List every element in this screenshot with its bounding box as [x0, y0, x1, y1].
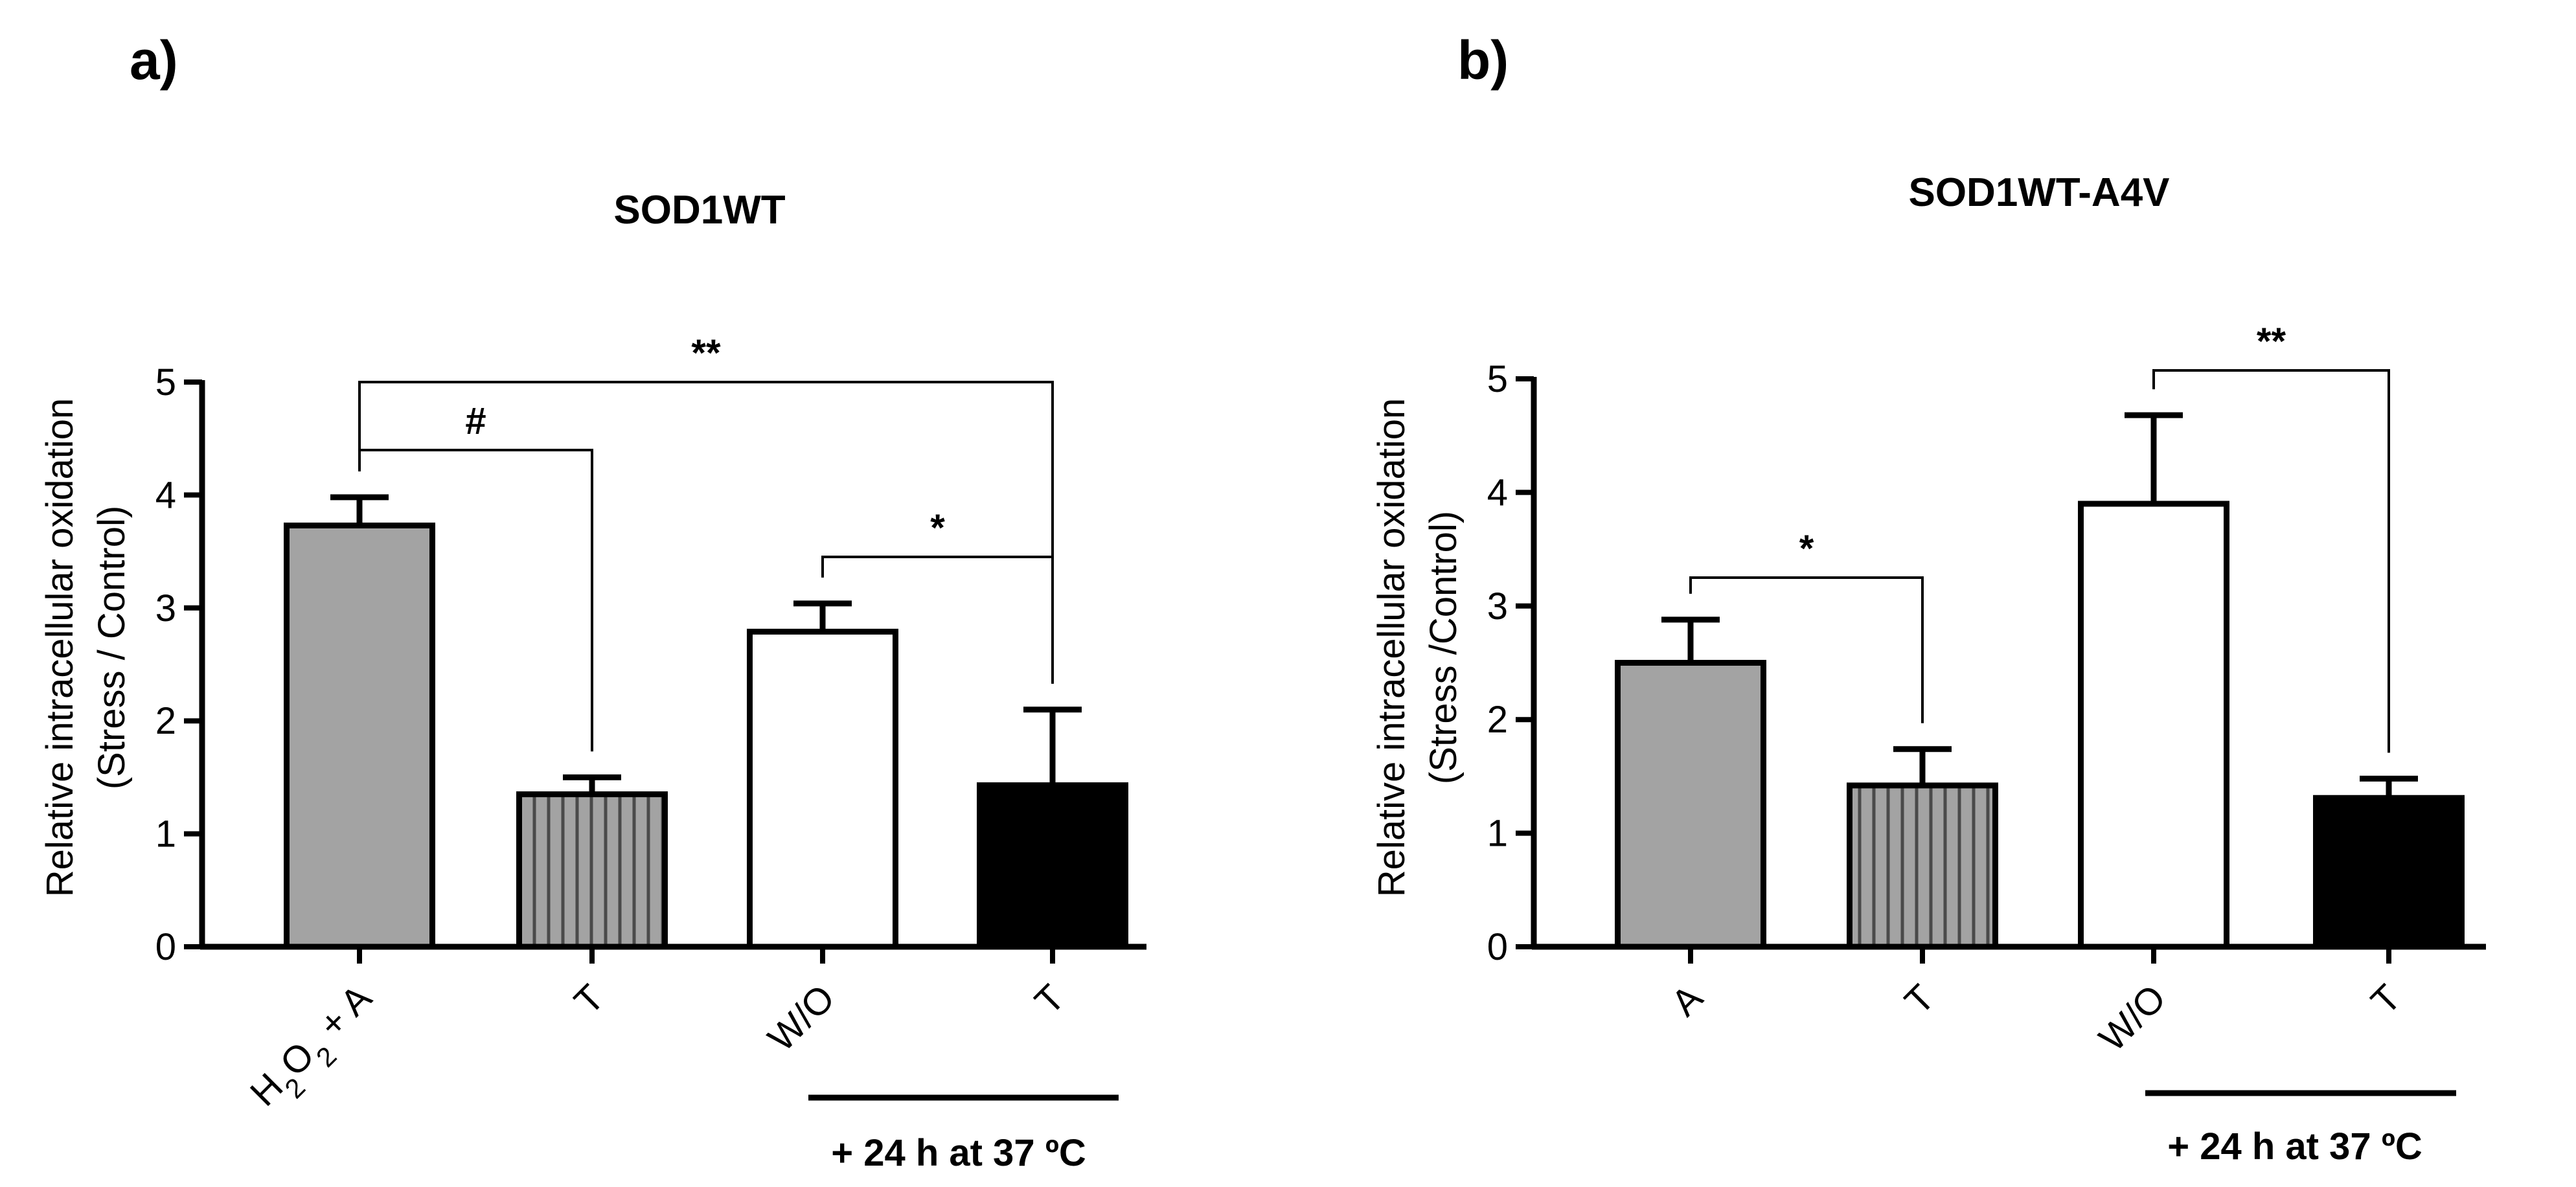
x-tick-label: W/O: [2091, 977, 2174, 1059]
y-tick-label: 5: [1487, 358, 1508, 400]
bar: [284, 522, 435, 950]
panel-b: b) SOD1WT-A4V Relative intracellular oxi…: [1371, 30, 2486, 1168]
x-tick-label-group: A: [1663, 977, 1711, 1024]
panel-a-group-label: + 24 h at 37 ºC: [831, 1132, 1086, 1174]
y-tick-label: 5: [155, 361, 176, 403]
x-tick-label: T: [1897, 977, 1943, 1023]
bar: [747, 628, 898, 950]
x-tick-label-group: T: [566, 977, 612, 1023]
y-tick-label: 0: [155, 926, 176, 968]
x-tick-label: T: [566, 977, 612, 1023]
significance-label: *: [930, 507, 945, 549]
x-tick-label-group: H2O2 + A: [242, 977, 389, 1123]
panel-b-ylabel-line1: Relative intracellular oxidation: [1371, 398, 1413, 898]
y-tick-label: 2: [1487, 699, 1508, 741]
y-tick-label: 3: [1487, 585, 1508, 627]
panel-b-label: b): [1457, 30, 1509, 91]
x-tick-label: H2O2 + A: [242, 977, 389, 1123]
significance-label: *: [1799, 528, 1814, 570]
significance-bracket: [358, 381, 1054, 684]
significance-bracket: [1689, 576, 1924, 723]
panel-a-ylabel-line2: (Stress / Control): [91, 506, 133, 789]
significance-label: #: [465, 400, 486, 442]
y-tick-label: 0: [1487, 926, 1508, 968]
bar: [2078, 501, 2229, 950]
y-tick-label: 4: [1487, 471, 1508, 514]
x-tick-label: W/O: [760, 977, 843, 1059]
panel-b-title: SOD1WT-A4V: [1908, 170, 2169, 215]
x-tick-label-group: W/O: [760, 977, 843, 1059]
panel-a-title: SOD1WT: [613, 188, 785, 232]
bar: [977, 782, 1128, 950]
y-tick-label: 1: [155, 813, 176, 855]
significance-bracket: [2152, 369, 2390, 753]
bar: [2313, 795, 2465, 950]
x-tick-label: A: [1663, 977, 1711, 1024]
panel-a: a) SOD1WT Relative intracellular oxidati…: [39, 30, 1146, 1174]
x-tick-label-group: T: [1897, 977, 1943, 1023]
x-tick-label: T: [2363, 977, 2409, 1023]
y-tick-label: 3: [155, 587, 176, 629]
x-tick-label: T: [1027, 977, 1073, 1023]
panel-b-group-label: + 24 h at 37 ºC: [2167, 1125, 2422, 1168]
panel-b-ylabel-line2: (Stress /Control): [1422, 511, 1465, 784]
panel-a-ylabel-line1: Relative intracellular oxidation: [39, 398, 81, 898]
x-tick-label-group: T: [1027, 977, 1073, 1023]
y-tick-label: 1: [1487, 813, 1508, 855]
x-tick-label-group: W/O: [2091, 977, 2174, 1059]
y-tick-label: 2: [155, 700, 176, 742]
y-tick-label: 4: [155, 474, 176, 516]
x-tick-label-group: T: [2363, 977, 2409, 1023]
bar: [1847, 782, 1998, 950]
bar: [1615, 660, 1766, 950]
panel-a-label: a): [130, 30, 178, 91]
significance-label: **: [2257, 321, 2286, 363]
significance-label: **: [691, 332, 721, 374]
significance-bracket: [821, 556, 1054, 684]
bar: [516, 791, 668, 950]
